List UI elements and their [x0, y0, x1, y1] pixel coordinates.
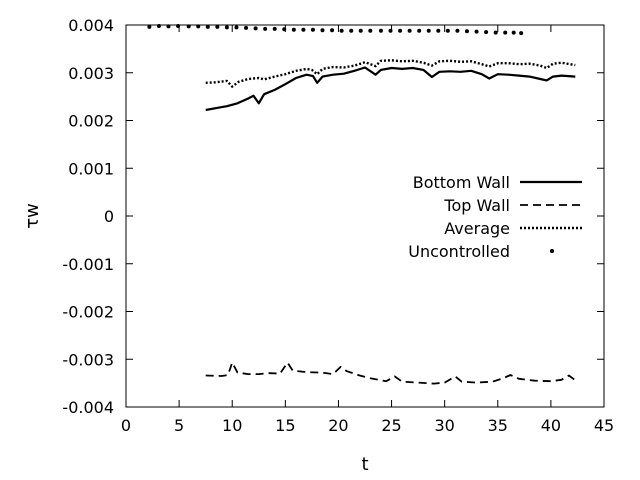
data-point [339, 28, 344, 33]
x-tick-label: 5 [174, 416, 184, 435]
data-point [455, 28, 460, 33]
legend-label-uncontrolled: Uncontrolled [408, 242, 510, 261]
series-line-top-wall [205, 361, 576, 385]
data-point [176, 23, 181, 28]
data-point [263, 26, 268, 31]
data-point [398, 28, 403, 33]
data-point [388, 28, 393, 33]
data-point [484, 30, 489, 35]
data-point [426, 28, 431, 33]
y-tick-label: 0.003 [68, 64, 114, 83]
data-point [147, 24, 152, 29]
data-point [493, 30, 498, 35]
x-tick-label: 10 [222, 416, 242, 435]
x-tick-label: 35 [488, 416, 508, 435]
data-point [503, 30, 508, 35]
data-point [349, 28, 354, 33]
data-point [358, 28, 363, 33]
legend-label-average: Average [444, 219, 510, 238]
y-tick-label: -0.002 [62, 303, 114, 322]
data-point [407, 28, 412, 33]
data-point [301, 27, 306, 32]
x-tick-label: 30 [434, 416, 454, 435]
data-point [474, 29, 479, 34]
y-tick-label: -0.003 [62, 350, 114, 369]
data-point [186, 24, 191, 29]
series-layer [147, 23, 576, 385]
legend-swatch-uncontrolled [550, 249, 554, 253]
legend-label-top-wall: Top Wall [443, 196, 510, 215]
data-point [156, 23, 161, 28]
data-point [234, 25, 239, 30]
data-point [272, 26, 277, 31]
data-point [244, 25, 249, 30]
data-point [320, 28, 325, 33]
x-tick-label: 45 [594, 416, 614, 435]
y-axis-label: τw [22, 203, 43, 229]
legend-label-bottom-wall: Bottom Wall [413, 173, 510, 192]
data-point [215, 24, 220, 29]
series-line-average [205, 59, 576, 88]
y-tick-label: 0 [104, 207, 114, 226]
data-point [519, 31, 524, 36]
data-point [417, 28, 422, 33]
data-point [291, 27, 296, 32]
data-point [166, 24, 171, 29]
y-tick-label: -0.004 [62, 398, 114, 417]
x-tick-label: 20 [328, 416, 348, 435]
data-point [368, 28, 373, 33]
legend: Bottom Wall Top Wall Average Uncontrolled [408, 173, 582, 261]
x-axis-label: t [361, 454, 368, 475]
data-point [282, 27, 287, 32]
data-point [511, 30, 516, 35]
y-tick-label: 0.001 [68, 159, 114, 178]
data-point [464, 29, 469, 34]
y-tick-label: -0.001 [62, 255, 114, 274]
data-point [310, 27, 315, 32]
y-tick-label: 0.002 [68, 112, 114, 131]
data-point [378, 28, 383, 33]
data-point [224, 25, 229, 30]
data-point [205, 24, 210, 29]
tick-labels: 0 5 10 15 20 25 30 35 40 45 -0.004 -0.003 -0.002 -0.0… [62, 16, 614, 435]
y-tick-label: 0.004 [68, 16, 114, 35]
x-tick-label: 15 [275, 416, 295, 435]
x-tick-label: 25 [381, 416, 401, 435]
data-point [436, 28, 441, 33]
axis-ticks [125, 24, 605, 408]
data-point [330, 28, 335, 33]
data-point [253, 26, 258, 31]
plot-frame [125, 24, 605, 408]
x-tick-label: 40 [541, 416, 561, 435]
data-point [445, 28, 450, 33]
x-tick-label: 0 [121, 416, 131, 435]
series-line-bottom-wall [205, 66, 576, 112]
series-uncontrolled [147, 23, 524, 36]
data-point [196, 24, 201, 29]
